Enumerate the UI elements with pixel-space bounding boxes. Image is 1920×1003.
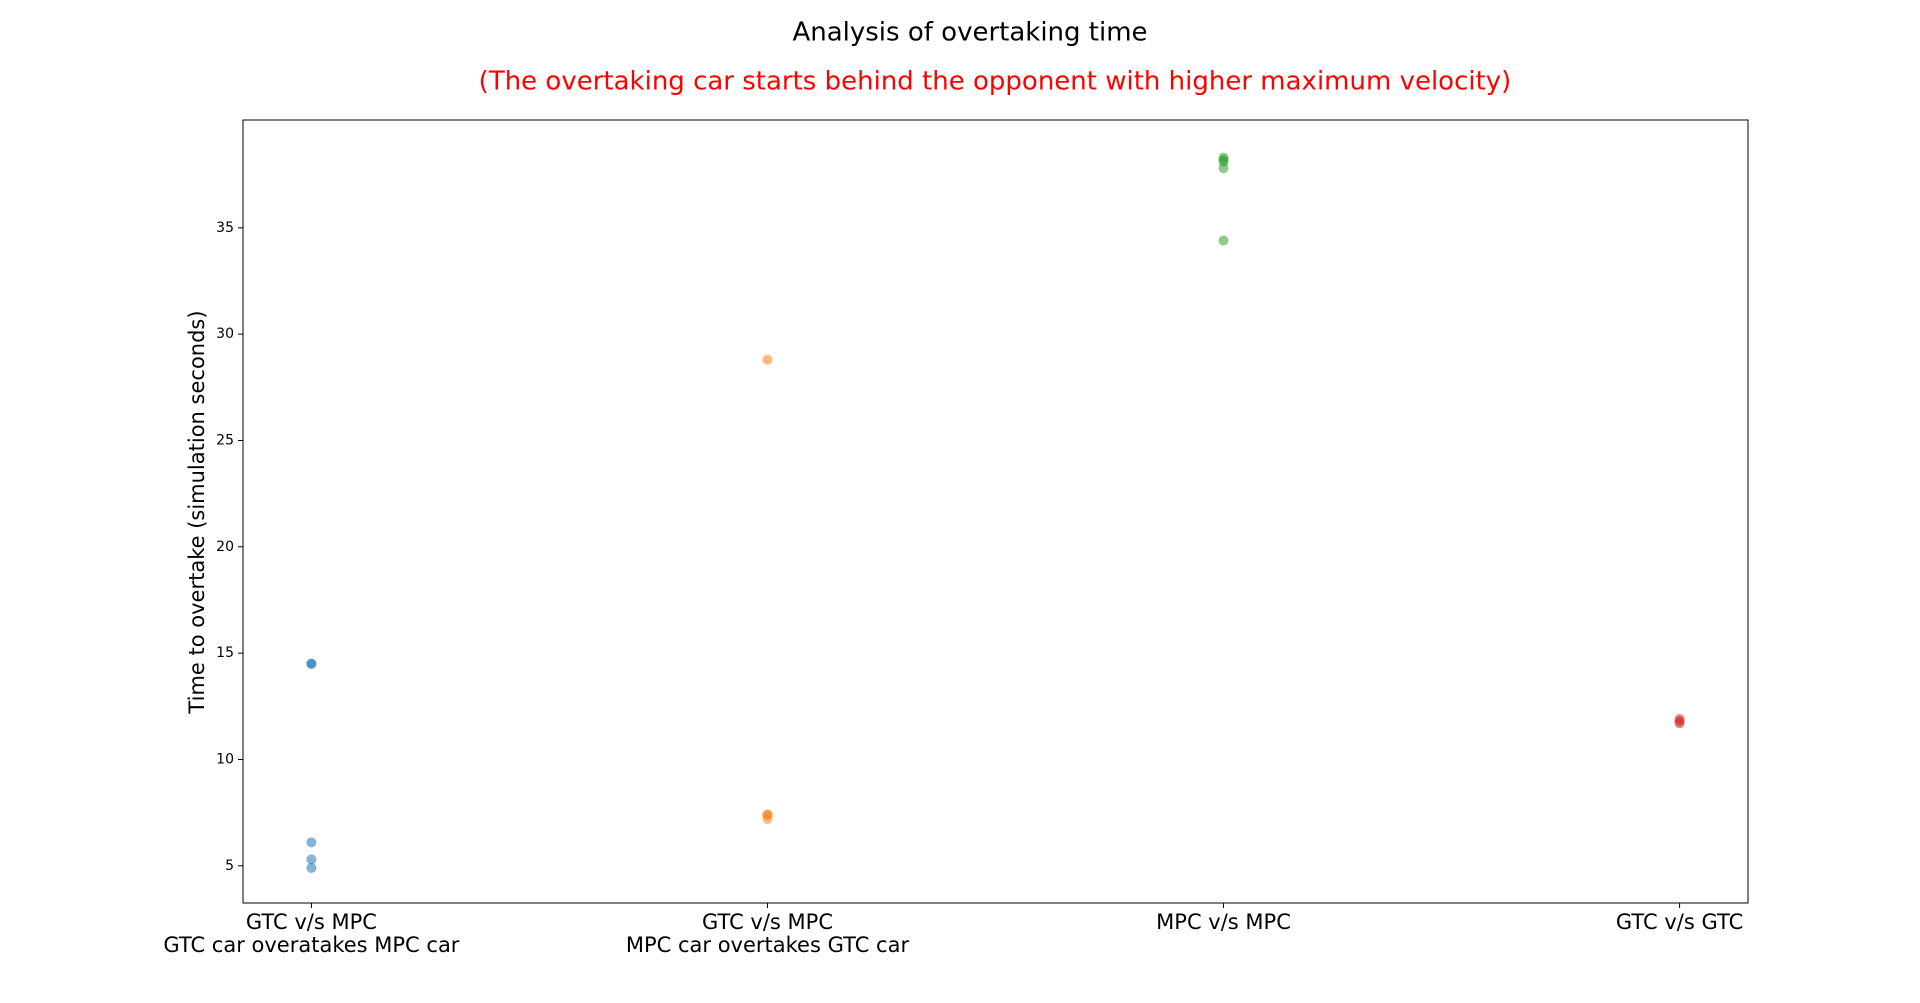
point [306,862,317,873]
chart-title: Analysis of overtaking time [792,18,1147,48]
y-tick-label: 30 [216,326,234,342]
point [306,837,317,848]
y-tick-label: 20 [216,539,234,555]
x-tick-label: GTC v/s GTC [1615,910,1744,934]
point [1218,235,1229,246]
y-axis-label: Time to overtake (simulation seconds) [185,310,209,714]
point [306,854,317,865]
y-tick-label: 35 [216,220,234,236]
y-tick-label: 5 [225,858,234,874]
x-tick-label: GTC v/s MPC MPC car overtakes GTC car [625,910,910,957]
point [762,814,773,825]
plot-frame [242,119,1749,904]
point [306,658,317,669]
y-tick-label: 10 [216,751,234,767]
point [1674,718,1685,729]
chart-subtitle: (The overtaking car starts behind the op… [479,67,1512,97]
y-tick-label: 15 [216,645,234,661]
y-tick-label: 25 [216,432,234,448]
point [762,354,773,365]
point [1218,163,1229,174]
x-tick-label: MPC v/s MPC [1156,910,1291,934]
x-tick-label: GTC v/s MPC GTC car overatakes MPC car [163,910,460,957]
